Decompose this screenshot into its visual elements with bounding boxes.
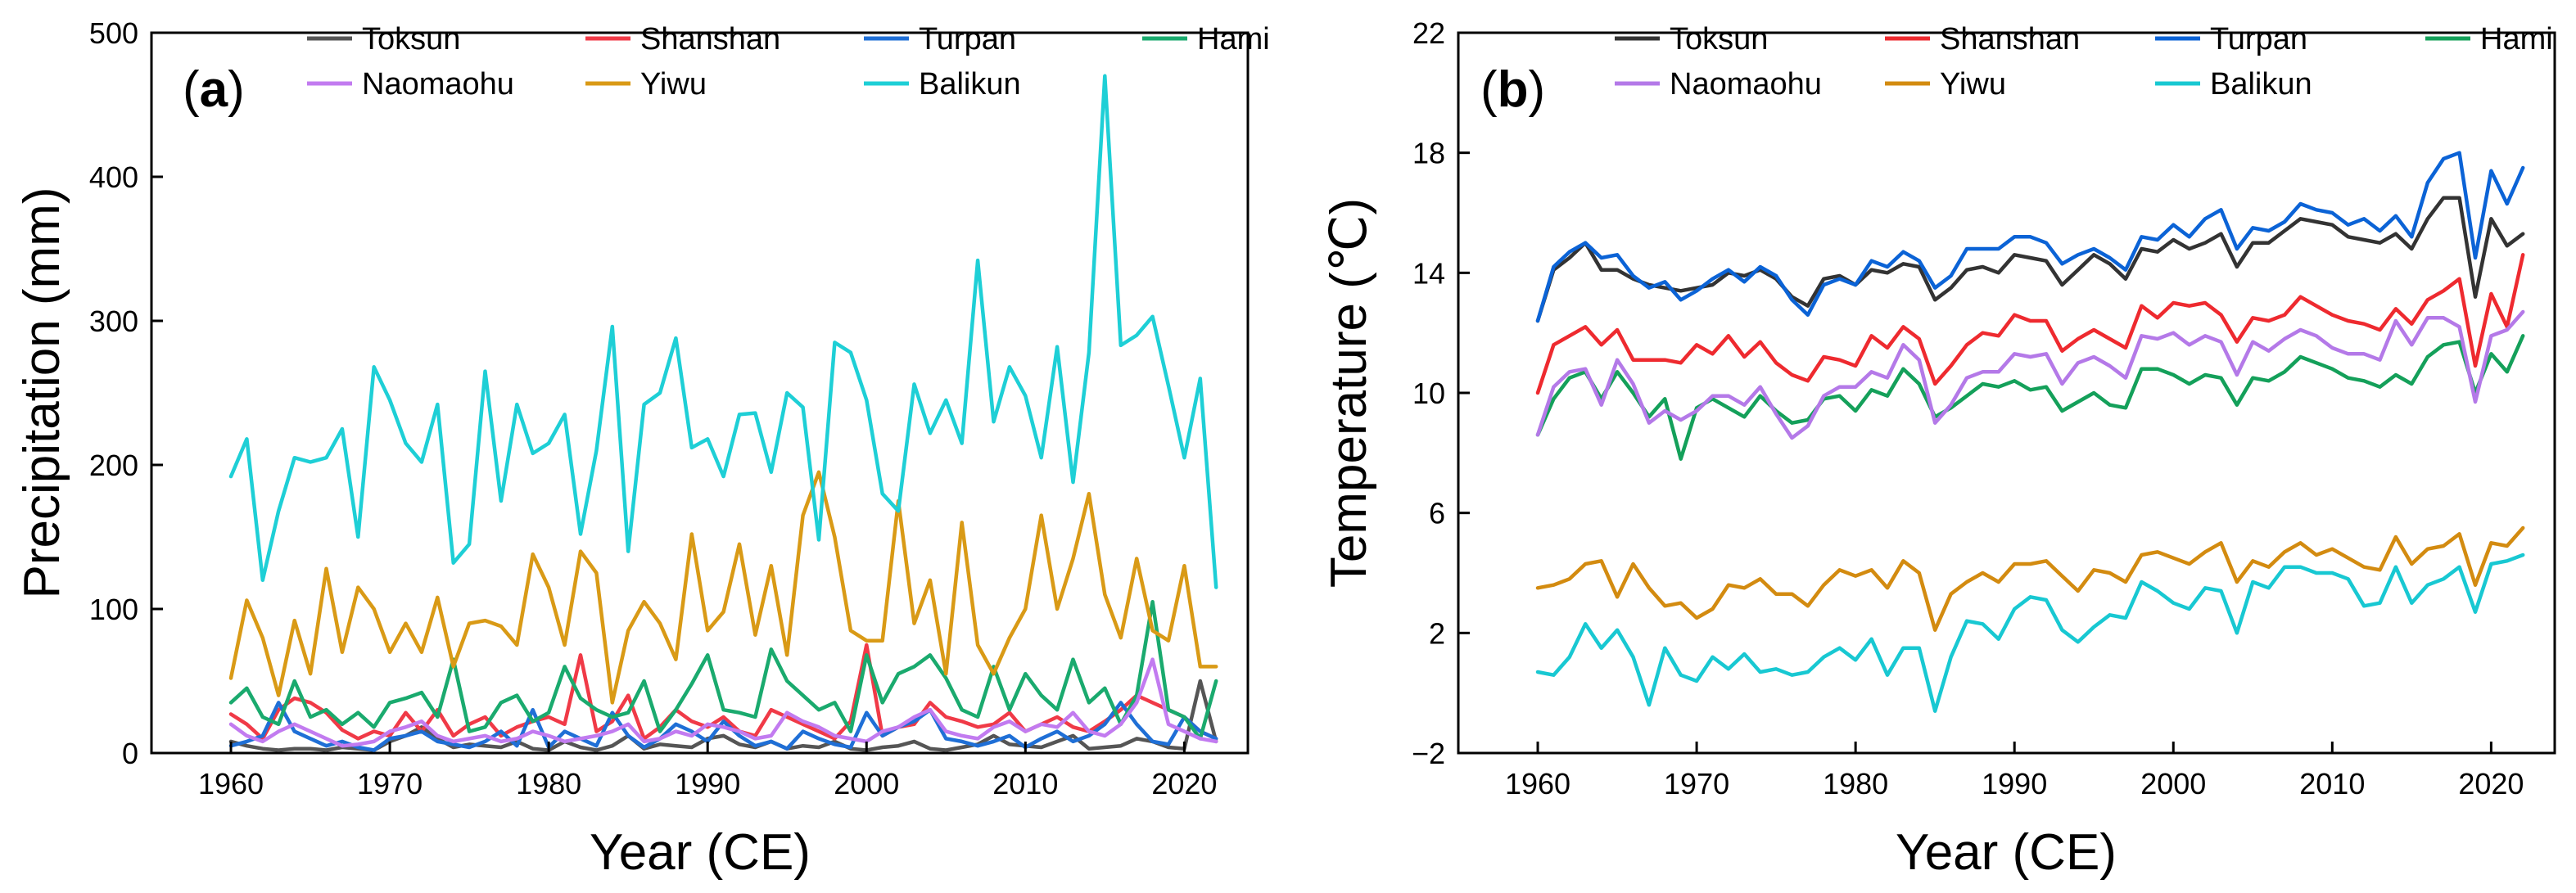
legend-label-balikun: Balikun (919, 67, 1021, 101)
panel-b-series-hami (1535, 334, 2525, 461)
panel-a-series-balikun (228, 74, 1218, 589)
panel-b-x-tick-label: 1990 (1982, 767, 2047, 801)
panel-a-y-tick-label: 200 (89, 449, 138, 482)
panel-b-x-axis-label: Year (CE) (1896, 824, 2117, 881)
panel-b-axes: 1960 1970 1980 1990 2000 2010 2020 −2 2 6 10 14 18 22 (1412, 16, 2524, 801)
panel-b-y-tick-label: 22 (1412, 16, 1445, 50)
panel-a-x-tick-label: 2000 (834, 767, 899, 801)
panel-b-y-tick-label: 6 (1429, 497, 1445, 530)
legend-label-shanshan: Shanshan (640, 22, 780, 56)
panel-b-series-toksun (1535, 196, 2525, 323)
panel-b-y-tick-label: 10 (1412, 377, 1445, 410)
panel-a-precipitation-chart: 1960 1970 1980 1990 2000 2010 2020 0 100 200 300 40… (14, 16, 1270, 881)
panel-b-y-tick-label: 14 (1412, 256, 1445, 290)
panel-a-x-tick-label: 2010 (992, 767, 1058, 801)
panel-b-plot-frame (1457, 31, 2556, 755)
panel-b-y-axis-label: Temperature (℃) (1321, 198, 1377, 588)
panel-b-y-tick-label: −2 (1412, 737, 1445, 770)
panel-a-x-tick-label: 1980 (516, 767, 581, 801)
legend-label-shanshan: Shanshan (1940, 22, 2080, 56)
panel-a-series-turpan (228, 701, 1218, 752)
panel-a-y-tick-label: 100 (89, 593, 138, 626)
panel-a-series-hami (228, 599, 1218, 741)
panel-b-y-tick-label: 18 (1412, 137, 1445, 170)
panel-a-series-yiwu (228, 470, 1218, 705)
panel-a-plot-frame (150, 31, 1250, 755)
legend-label-balikun: Balikun (2210, 67, 2312, 101)
legend-label-naomaohu: Naomaohu (1670, 67, 1822, 101)
panel-a-series-shanshan (228, 643, 1218, 741)
panel-b-y-tick-label: 2 (1429, 616, 1445, 650)
legend-label-toksun: Toksun (1670, 22, 1768, 56)
panel-a-y-tick-label: 500 (89, 16, 138, 50)
legend-label-yiwu: Yiwu (1940, 67, 2006, 101)
legend-label-turpan: Turpan (919, 22, 1016, 56)
panel-b-series-shanshan (1535, 253, 2525, 395)
panel-b-x-tick-label: 2020 (2458, 767, 2524, 801)
panel-a-series-group (228, 74, 1218, 752)
panel-a-y-axis-label: Precipitation (mm) (14, 187, 70, 599)
panel-a-x-tick-label: 1990 (675, 767, 740, 801)
panel-a-legend: Toksun Shanshan Turpan Hami Naomaohu Yiwu Bali… (307, 22, 1270, 101)
legend-label-toksun: Toksun (362, 22, 460, 56)
panel-b-x-tick-label: 1960 (1505, 767, 1570, 801)
legend-label-hami: Hami (2480, 22, 2553, 56)
panel-b-legend: Toksun Shanshan Turpan Hami Naomaohu Yiwu Bali… (1615, 22, 2553, 101)
panel-b-series-turpan (1535, 151, 2525, 323)
panel-b-series-balikun (1535, 552, 2525, 713)
panel-a-x-tick-label: 2020 (1151, 767, 1217, 801)
panel-a-x-axis-label: Year (CE) (590, 824, 811, 881)
panel-a-series-toksun (228, 679, 1218, 752)
legend-label-yiwu: Yiwu (640, 67, 707, 101)
panel-b-label: (b) (1480, 61, 1545, 118)
panel-a-y-tick-label: 300 (89, 304, 138, 338)
panel-a-y-tick-label: 0 (122, 737, 138, 770)
legend-label-naomaohu: Naomaohu (362, 67, 514, 101)
panel-b-x-tick-label: 1970 (1664, 767, 1729, 801)
panel-b-x-tick-label: 1980 (1823, 767, 1888, 801)
panel-b-x-tick-label: 2010 (2299, 767, 2365, 801)
panel-a-x-tick-label: 1970 (357, 767, 423, 801)
legend-label-turpan: Turpan (2210, 22, 2307, 56)
panel-a-y-tick-label: 400 (89, 160, 138, 194)
panel-b-temperature-chart: 1960 1970 1980 1990 2000 2010 2020 −2 2 6 10 14 18 22… (1321, 16, 2556, 881)
panel-b-series-yiwu (1535, 525, 2525, 632)
panel-a-series-naomaohu (228, 657, 1218, 748)
panel-a-x-tick-label: 1960 (198, 767, 264, 801)
panel-a-axes: 1960 1970 1980 1990 2000 2010 2020 0 100 200 300 40… (89, 16, 1218, 801)
panel-b-x-tick-label: 2000 (2140, 767, 2206, 801)
panel-b-series-naomaohu (1535, 309, 2525, 440)
legend-label-hami: Hami (1197, 22, 1270, 56)
panel-b-series-group (1535, 151, 2525, 713)
panel-a-label: (a) (183, 61, 245, 118)
